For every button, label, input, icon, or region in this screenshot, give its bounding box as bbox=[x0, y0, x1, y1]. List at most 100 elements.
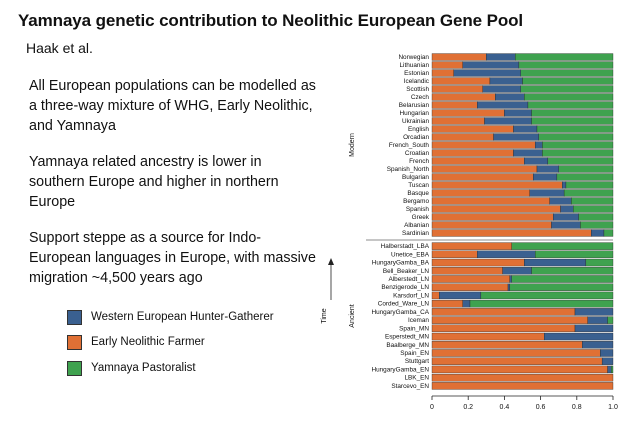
row-label-corded-ware-ln: Corded_Ware_LN bbox=[378, 301, 430, 308]
bar-segment-corded-ware-ln-early-neolithic-farmer bbox=[431, 299, 463, 308]
x-tick-label-5: 1.0 bbox=[608, 404, 618, 411]
row-label-hungarygamba-en: HungaryGamba_EN bbox=[371, 366, 429, 373]
row-label-karsdorf-ln: Karsdorf_LN bbox=[393, 292, 429, 299]
bar-segment-baalberge-mn-western-european-hunter-gatherer bbox=[582, 341, 614, 349]
bar-segment-english-early-neolithic-farmer bbox=[431, 125, 514, 133]
bar-segment-basque-yamnaya-pastoralist bbox=[563, 189, 614, 197]
x-tick-label-1: 0.2 bbox=[463, 404, 473, 411]
bar-segment-bulgarian-early-neolithic-farmer bbox=[431, 173, 534, 181]
bar-segment-belarusian-western-european-hunter-gatherer bbox=[477, 101, 529, 109]
legend-swatch-early-neolithic bbox=[67, 334, 82, 350]
bar-segment-basque-western-european-hunter-gatherer bbox=[529, 189, 565, 197]
bar-segment-scottish-yamnaya-pastoralist bbox=[520, 85, 614, 93]
bar-segment-iceman-western-european-hunter-gatherer bbox=[587, 316, 608, 324]
row-label-esperstedt-mn: Esperstedt_MN bbox=[385, 334, 429, 341]
legend-label-early-neolithic: Early Neolithic Farmer bbox=[91, 336, 205, 348]
bar-segment-sardinian-early-neolithic-farmer bbox=[431, 229, 592, 237]
bar-segment-estonian-western-european-hunter-gatherer bbox=[453, 69, 521, 77]
row-label-stuttgart: Stuttgart bbox=[405, 358, 429, 365]
bar-segment-icelandic-early-neolithic-farmer bbox=[431, 77, 491, 85]
x-tick-label-2: 0.4 bbox=[500, 404, 510, 411]
bar-segment-french-western-european-hunter-gatherer bbox=[524, 157, 549, 165]
legend-swatch-yamnaya bbox=[67, 360, 82, 376]
bar-segment-stuttgart-early-neolithic-farmer bbox=[431, 357, 603, 365]
bar-segment-unetice-eba-western-european-hunter-gatherer bbox=[477, 250, 536, 259]
row-label-greek: Greek bbox=[412, 214, 430, 221]
bar-segment-english-western-european-hunter-gatherer bbox=[513, 125, 538, 133]
bar-segment-albanian-early-neolithic-farmer bbox=[431, 221, 552, 229]
row-label-belarusian: Belarusian bbox=[399, 102, 430, 109]
time-arrow-head bbox=[328, 258, 334, 265]
legend-label-whg: Western European Hunter-Gatherer bbox=[91, 311, 274, 323]
bar-segment-czech-western-european-hunter-gatherer bbox=[495, 93, 525, 101]
bar-segment-english-yamnaya-pastoralist bbox=[536, 125, 614, 133]
bar-segment-icelandic-western-european-hunter-gatherer bbox=[489, 77, 523, 85]
bar-segment-benzigerode-ln-early-neolithic-farmer bbox=[431, 283, 509, 291]
row-label-spain-mn: Spain_MN bbox=[399, 325, 429, 332]
bar-segment-hungarygamba-en-early-neolithic-farmer bbox=[431, 365, 608, 374]
bar-segment-ukrainian-early-neolithic-farmer bbox=[431, 117, 485, 125]
bar-segment-spain-en-early-neolithic-farmer bbox=[431, 349, 601, 357]
bar-segment-orcadian-western-european-hunter-gatherer bbox=[493, 133, 539, 141]
bar-segment-estonian-early-neolithic-farmer bbox=[431, 69, 454, 77]
row-label-basque: Basque bbox=[407, 190, 429, 197]
bar-segment-unetice-eba-yamnaya-pastoralist bbox=[534, 250, 614, 259]
bar-segment-corded-ware-ln-western-european-hunter-gatherer bbox=[462, 299, 471, 308]
bar-segment-belarusian-yamnaya-pastoralist bbox=[527, 101, 614, 109]
bar-segment-stuttgart-western-european-hunter-gatherer bbox=[601, 357, 614, 365]
bar-segment-bergamo-yamnaya-pastoralist bbox=[571, 197, 614, 205]
legend-item-early-neolithic: Early Neolithic Farmer bbox=[67, 333, 205, 351]
bar-segment-spanish-north-western-european-hunter-gatherer bbox=[536, 165, 559, 173]
bar-segment-french-south-early-neolithic-farmer bbox=[431, 141, 536, 149]
bar-segment-bell-beaker-ln-early-neolithic-farmer bbox=[431, 267, 503, 275]
bar-segment-hungarygamba-ba-yamnaya-pastoralist bbox=[585, 258, 614, 267]
x-tick-label-4: 0.8 bbox=[572, 404, 582, 411]
bar-segment-spanish-yamnaya-pastoralist bbox=[573, 205, 614, 213]
bar-segment-karsdorf-ln-yamnaya-pastoralist bbox=[480, 291, 614, 300]
row-label-french: French bbox=[409, 158, 429, 165]
bar-segment-greek-early-neolithic-farmer bbox=[431, 213, 554, 221]
legend-label-yamnaya: Yamnaya Pastoralist bbox=[91, 362, 196, 374]
bar-segment-benzigerode-ln-yamnaya-pastoralist bbox=[509, 283, 614, 291]
row-label-iceman: Iceman bbox=[408, 317, 429, 324]
row-label-bergamo: Bergamo bbox=[403, 198, 429, 205]
bar-segment-croatian-yamnaya-pastoralist bbox=[542, 149, 614, 157]
bar-segment-lithuanian-yamnaya-pastoralist bbox=[518, 61, 614, 69]
bar-segment-benzigerode-ln-western-european-hunter-gatherer bbox=[507, 283, 511, 291]
paragraph-north-south-gradient: Yamnaya related ancestry is lower in sou… bbox=[29, 154, 279, 210]
bar-segment-belarusian-early-neolithic-farmer bbox=[431, 101, 478, 109]
bar-segment-croatian-early-neolithic-farmer bbox=[431, 149, 514, 157]
bar-segment-hungarygamba-ba-early-neolithic-farmer bbox=[431, 258, 525, 267]
bar-segment-spanish-early-neolithic-farmer bbox=[431, 205, 561, 213]
bar-segment-lbk-en-early-neolithic-farmer bbox=[431, 373, 614, 382]
bar-segment-hungarygamba-ba-western-european-hunter-gatherer bbox=[524, 258, 587, 267]
bar-segment-scottish-early-neolithic-farmer bbox=[431, 85, 483, 93]
bar-segment-hungarygamba-en-yamnaya-pastoralist bbox=[611, 365, 614, 374]
bar-segment-bell-beaker-ln-western-european-hunter-gatherer bbox=[502, 267, 532, 275]
row-label-sardinian: Sardinian bbox=[402, 230, 429, 237]
bar-segment-hungarian-early-neolithic-farmer bbox=[431, 109, 505, 117]
bar-segment-bergamo-western-european-hunter-gatherer bbox=[549, 197, 572, 205]
bar-segment-alberstedt-ln-early-neolithic-farmer bbox=[431, 275, 511, 283]
row-label-icelandic: Icelandic bbox=[404, 78, 430, 85]
bar-segment-norwegian-western-european-hunter-gatherer bbox=[486, 53, 516, 61]
row-label-scottish: Scottish bbox=[406, 86, 429, 93]
bar-segment-croatian-western-european-hunter-gatherer bbox=[513, 149, 543, 157]
bar-segment-karsdorf-ln-western-european-hunter-gatherer bbox=[439, 291, 482, 300]
row-label-orcadian: Orcadian bbox=[403, 134, 429, 141]
bar-segment-tuscan-early-neolithic-farmer bbox=[431, 181, 563, 189]
bar-segment-esperstedt-mn-early-neolithic-farmer bbox=[431, 332, 545, 341]
row-label-czech: Czech bbox=[411, 94, 430, 101]
row-label-estonian: Estonian bbox=[404, 70, 429, 77]
bar-segment-sardinian-yamnaya-pastoralist bbox=[603, 229, 614, 237]
bar-segment-starcevo-en-early-neolithic-farmer bbox=[431, 382, 614, 390]
bar-segment-sardinian-western-european-hunter-gatherer bbox=[591, 229, 605, 237]
bar-segment-norwegian-yamnaya-pastoralist bbox=[515, 53, 614, 61]
row-label-spain-en: Spain_EN bbox=[400, 350, 429, 357]
bar-segment-iceman-yamnaya-pastoralist bbox=[607, 316, 614, 324]
time-axis-label: Time bbox=[321, 308, 328, 323]
paragraph-three-way-mixture: All European populations can be modelled… bbox=[29, 78, 316, 134]
bar-segment-french-south-western-european-hunter-gatherer bbox=[534, 141, 543, 149]
row-label-hungarian: Hungarian bbox=[400, 110, 430, 117]
